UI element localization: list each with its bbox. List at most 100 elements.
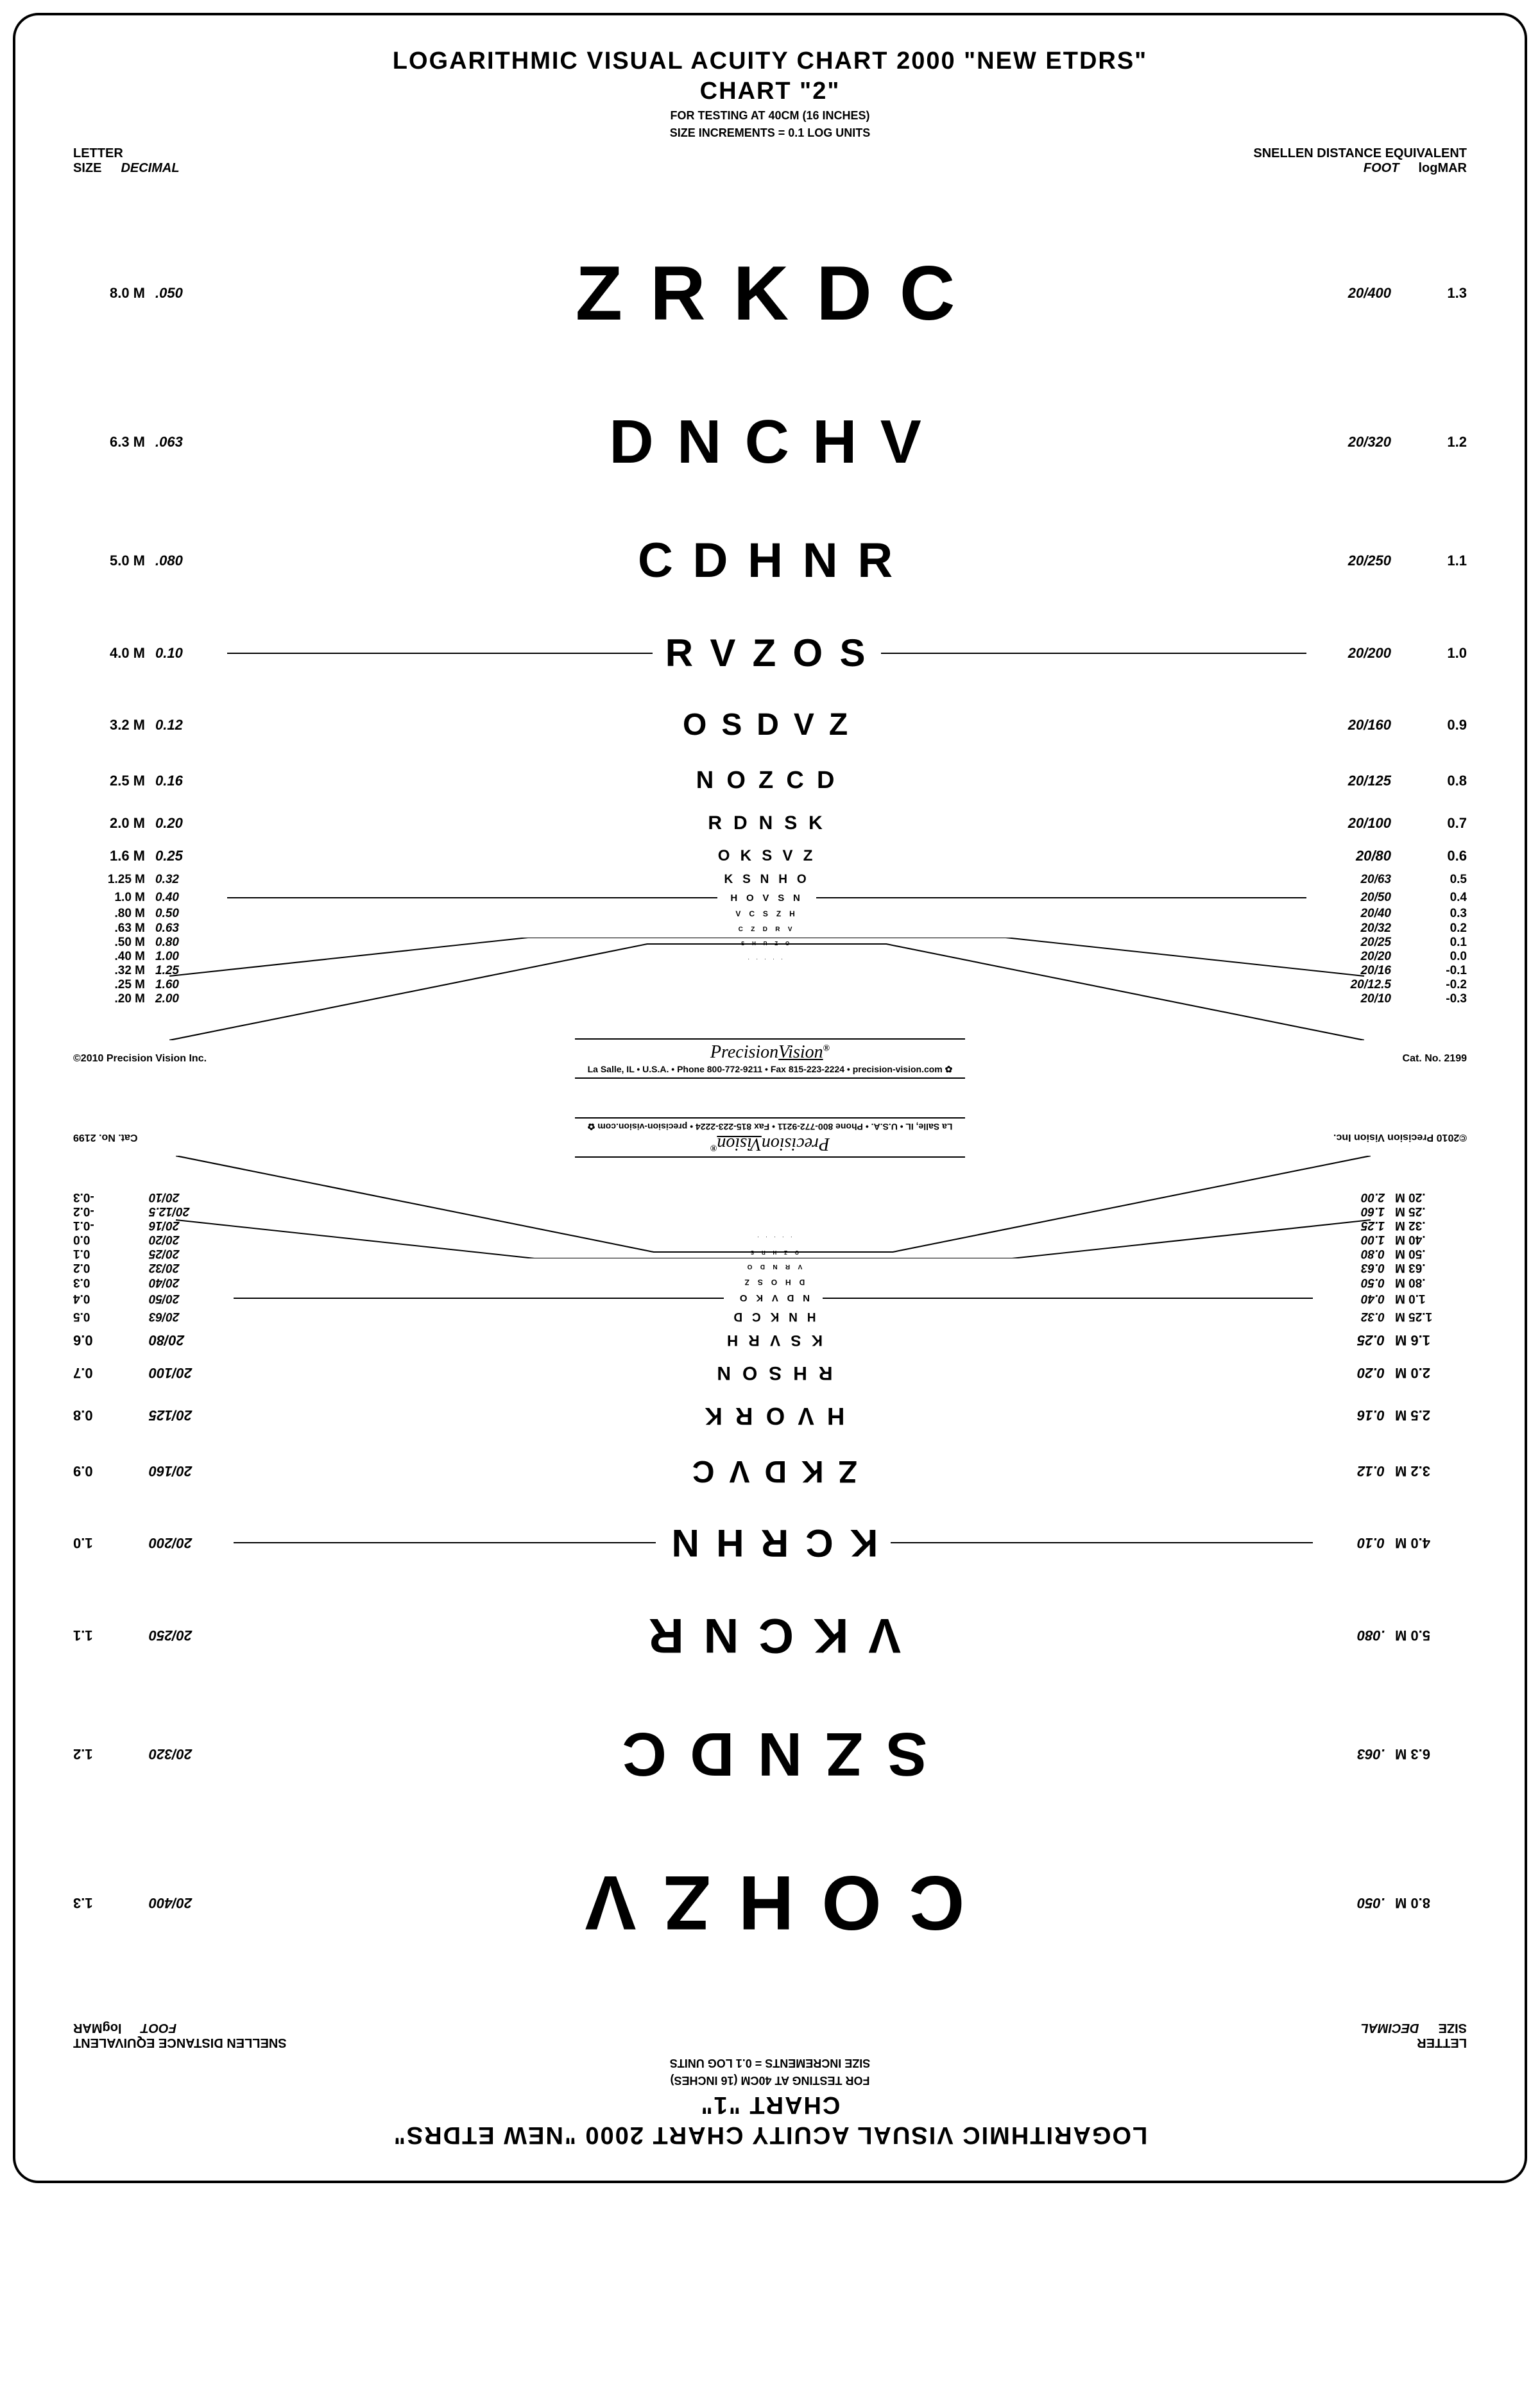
letter-size: .20 M [73,992,150,1006]
letter-size: 2.0 M [1390,1364,1467,1381]
vendor-block: PrecisionVision®La Salle, IL • U.S.A. • … [575,1117,966,1158]
logmar: 0.6 [73,1332,144,1348]
decimal: 1.60 [150,978,227,992]
letters: K C R H N [234,1521,1313,1565]
decimal: 0.80 [1313,1246,1390,1260]
row-4: 3.2 M0.12O S D V Z20/1600.9 [73,693,1467,757]
snellen: 20/40 [1306,907,1396,921]
decimal: 2.00 [150,992,227,1006]
letters: Z R K D C [227,249,1306,338]
row-5: 2.5 M0.16N O Z C D20/1250.8 [73,757,1467,805]
letters: O S D V Z [227,707,1306,742]
snellen: 20/80 [1306,848,1396,864]
logmar: 0.1 [73,1246,144,1260]
row-12: .50 M0.80S H R Z O20/250.1 [73,936,1467,950]
snellen: 20/160 [1306,717,1396,733]
letter-size: .40 M [1390,1232,1467,1246]
letter-size: 1.0 M [73,891,150,905]
snellen: 20/160 [144,1463,234,1480]
row-0: 8.0 M.050C O H Z V20/4001.3 [73,1820,1467,1986]
letter-size: 8.0 M [1390,1894,1467,1911]
row-15: .25 M1.6020/12.5-0.2 [73,978,1467,992]
hdr-left: LETTERSIZEDECIMAL [73,146,180,176]
letters: D H O S Z [234,1276,1313,1288]
row-1: 6.3 M.063D N C H V20/3201.2 [73,376,1467,508]
snellen: 20/16 [1306,964,1396,978]
snellen: 20/80 [144,1332,234,1348]
logmar: 1.3 [1396,285,1467,302]
letters: O Z H R S [234,1248,1313,1259]
snellen: 20/63 [144,1309,234,1323]
copyright: ©2010 Precision Vision Inc. [965,1132,1467,1144]
logmar: 0.1 [1396,936,1467,950]
snellen: 20/12.5 [1306,978,1396,992]
logmar: 0.9 [1396,717,1467,733]
logmar: 0.4 [73,1291,144,1305]
decimal: 0.10 [150,645,227,662]
row-16: .20 M2.0020/10-0.3 [73,1190,1467,1204]
row-6: 2.0 M0.20R H S O N20/1000.7 [73,1354,1467,1391]
decimal: 1.25 [1313,1218,1390,1232]
row-14: .32 M1.2520/16-0.1 [73,1218,1467,1232]
title-block: LOGARITHMIC VISUAL ACUITY CHART 2000 "NE… [73,47,1467,140]
decimal: .050 [1313,1894,1390,1911]
row-4: 3.2 M0.12Z K D V C20/1600.9 [73,1439,1467,1503]
decimal: 0.25 [150,848,227,864]
letters: R D N S K [227,812,1306,834]
row-3: 4.0 M0.10K C R H N20/2001.0 [73,1503,1467,1583]
logmar: 1.0 [73,1535,144,1552]
snellen: 20/20 [1306,950,1396,964]
row-6: 2.0 M0.20R D N S K20/1000.7 [73,805,1467,842]
letter-size: .32 M [1390,1218,1467,1232]
snellen: 20/200 [1306,645,1396,662]
snellen: 20/400 [1306,285,1396,302]
letters: K S N H O [227,873,1306,887]
decimal: .080 [150,553,227,569]
letter-size: 2.5 M [73,773,150,789]
row-0: 8.0 M.050Z R K D C20/4001.3 [73,210,1467,376]
letters: C D H N R [227,533,1306,588]
row-5: 2.5 M0.16H V O R K20/1250.8 [73,1391,1467,1439]
logmar: 0.7 [73,1364,144,1381]
letter-size: 2.0 M [73,815,150,832]
row-7: 1.6 M0.25O K S V Z20/800.6 [73,842,1467,870]
letters: R H S O N [234,1362,1313,1384]
logmar: 1.1 [1396,553,1467,569]
letters: S H R Z O [227,937,1306,948]
footer: ©2010 Precision Vision Inc.PrecisionVisi… [73,1117,1467,1158]
decimal: 0.20 [150,815,227,832]
decimal: 0.40 [1313,1291,1390,1305]
letters: C Z D R V [227,923,1306,934]
row-13: .40 M1.00. . . . .20/200.0 [73,950,1467,964]
letter-size: .63 M [73,922,150,936]
snellen: 20/40 [144,1275,234,1289]
snellen: 20/125 [1306,773,1396,789]
hdr-right: SNELLEN DISTANCE EQUIVALENTFOOTlogMAR [73,2020,287,2050]
decimal: 0.80 [150,936,227,950]
title-instr1: FOR TESTING AT 40CM (16 INCHES) [73,109,1467,123]
row-10: .80 M0.50D H O S Z20/400.3 [73,1274,1467,1290]
snellen: 20/16 [144,1218,234,1232]
letter-size: 8.0 M [73,285,150,302]
row-14: .32 M1.2520/16-0.1 [73,964,1467,978]
decimal: 0.16 [1313,1407,1390,1424]
row-13: .40 M1.00. . . . .20/200.0 [73,1232,1467,1246]
letters: H V O R K [234,1402,1313,1429]
snellen: 20/32 [1306,922,1396,936]
title-sub: CHART "1" [73,2091,1467,2118]
letter-size: .50 M [73,936,150,950]
logmar: 0.7 [1396,815,1467,832]
row-11: .63 M0.63V R N D O20/320.2 [73,1260,1467,1274]
letters: N D V K O [234,1293,1313,1304]
logmar: -0.2 [1396,978,1467,992]
letters: D N C H V [227,407,1306,477]
copyright: ©2010 Precision Vision Inc. [73,1053,575,1065]
column-headers: LETTERSIZEDECIMALSNELLEN DISTANCE EQUIVA… [73,146,1467,185]
logmar: 0.3 [73,1275,144,1289]
decimal: 0.50 [150,907,227,921]
eye-chart-sheet: LOGARITHMIC VISUAL ACUITY CHART 2000 "NE… [13,13,1527,2183]
snellen: 20/32 [144,1260,234,1274]
vendor-block: PrecisionVision®La Salle, IL • U.S.A. • … [575,1038,966,1079]
logmar: 0.9 [73,1463,144,1480]
letter-size: 4.0 M [73,645,150,662]
